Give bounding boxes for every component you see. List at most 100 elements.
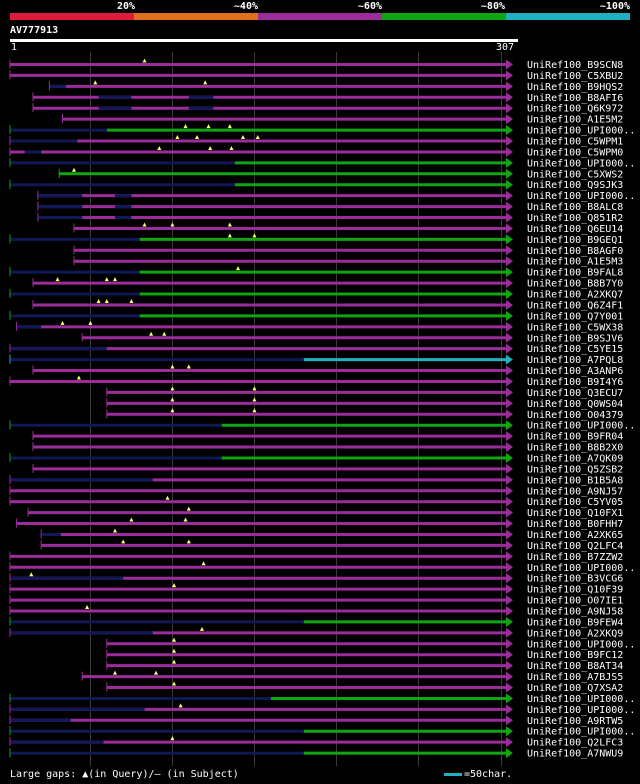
hit-row[interactable]: UniRef100_UPI000.. <box>9 703 635 716</box>
hit-row[interactable]: UniRef100_B7ZZW2 <box>9 551 623 563</box>
hit-name[interactable]: UniRef100_A1E5M3 <box>527 257 623 268</box>
hit-row[interactable]: UniRef100_C5WPM1 <box>9 135 623 148</box>
hit-name[interactable]: UniRef100_Q10FX1 <box>527 508 623 519</box>
hit-row[interactable]: UniRef100_Q6EU14 <box>73 222 623 235</box>
hit-row[interactable]: UniRef100_A7BJS5 <box>81 670 623 684</box>
hit-row[interactable]: UniRef100_B8AT34 <box>106 659 624 673</box>
hit-row[interactable]: UniRef100_A9NJ58 <box>9 605 623 618</box>
hit-name[interactable]: UniRef100_B8AT34 <box>527 661 623 672</box>
hit-name[interactable]: UniRef100_A2XKQ9 <box>527 628 623 639</box>
hit-name[interactable]: UniRef100_A9NJ57 <box>527 486 623 497</box>
hit-row[interactable]: UniRef100_Q9SJK3 <box>9 179 623 192</box>
hit-name[interactable]: UniRef100_B9I4Y6 <box>527 377 623 388</box>
hit-row[interactable]: UniRef100_B0FHH7 <box>16 517 624 531</box>
hit-name[interactable]: UniRef100_UPI000.. <box>527 727 635 738</box>
hit-row[interactable]: UniRef100_B8B2X0 <box>32 442 623 454</box>
hit-row[interactable]: UniRef100_A2XKQ7 <box>9 289 623 301</box>
hit-name[interactable]: UniRef100_B8AFI6 <box>527 93 623 104</box>
hit-name[interactable]: UniRef100_B9FAL8 <box>527 268 623 279</box>
hit-row[interactable]: UniRef100_UPI000.. <box>9 420 635 432</box>
hit-row[interactable]: UniRef100_Q10FX1 <box>27 506 623 520</box>
hit-name[interactable]: UniRef100_B8B2X0 <box>527 443 623 454</box>
hit-name[interactable]: UniRef100_Q6K972 <box>527 104 623 115</box>
hit-row[interactable]: UniRef100_B1B5A8 <box>9 474 623 487</box>
hit-name[interactable]: UniRef100_Q5ZSB2 <box>527 464 623 475</box>
hit-name[interactable]: UniRef100_B8ALC8 <box>527 202 623 213</box>
hit-row[interactable]: UniRef100_Q2LFC3 <box>9 736 623 749</box>
hit-row[interactable]: UniRef100_B8AGF0 <box>73 245 623 257</box>
hit-row[interactable]: UniRef100_UPI000.. <box>9 124 635 137</box>
hit-row[interactable]: UniRef100_Q6Z4F1 <box>32 298 623 312</box>
hit-name[interactable]: UniRef100_UPI000.. <box>527 126 635 137</box>
hit-row[interactable]: UniRef100_A2XK65 <box>40 528 623 541</box>
hit-name[interactable]: UniRef100_A7PQL8 <box>527 355 623 366</box>
hit-row[interactable]: UniRef100_A1E5M3 <box>73 256 623 268</box>
hit-name[interactable]: UniRef100_C5XBU2 <box>527 71 623 82</box>
hit-name[interactable]: UniRef100_B9FC12 <box>527 650 623 661</box>
hit-name[interactable]: UniRef100_A2XKQ7 <box>527 290 623 301</box>
hit-name[interactable]: UniRef100_B8B7Y0 <box>527 279 623 290</box>
hit-row[interactable]: UniRef100_A2XKQ9 <box>9 626 623 640</box>
hit-row[interactable]: UniRef100_UPI000.. <box>9 157 635 170</box>
hit-row[interactable]: UniRef100_A1E5M2 <box>61 114 623 126</box>
hit-row[interactable]: UniRef100_B9HQS2 <box>48 80 623 93</box>
hit-row[interactable]: UniRef100_B9FR04 <box>32 431 623 443</box>
hit-name[interactable]: UniRef100_UPI000.. <box>527 639 635 650</box>
hit-name[interactable]: UniRef100_Q6Z4F1 <box>527 300 623 311</box>
hit-row[interactable]: UniRef100_Q3ECU7 <box>106 386 624 399</box>
hit-row[interactable]: UniRef100_O07IE1 <box>9 595 623 607</box>
hit-row[interactable]: UniRef100_B8ALC8 <box>37 201 623 214</box>
hit-row[interactable]: UniRef100_A3ANP6 <box>32 364 623 378</box>
hit-name[interactable]: UniRef100_Q2LFC4 <box>527 541 623 552</box>
hit-row[interactable]: UniRef100_B9FAL8 <box>9 266 623 279</box>
hit-row[interactable]: UniRef100_B8AFI6 <box>32 92 623 104</box>
hit-row[interactable]: UniRef100_UPI000.. <box>106 637 636 651</box>
hit-row[interactable]: UniRef100_C5XBU2 <box>9 70 623 82</box>
hit-name[interactable]: UniRef100_A7BJS5 <box>527 672 623 683</box>
hit-row[interactable]: UniRef100_UPI000.. <box>9 726 635 738</box>
hit-row[interactable]: UniRef100_B3VCG6 <box>9 572 623 585</box>
hit-name[interactable]: UniRef100_C5WX38 <box>527 322 623 333</box>
hit-row[interactable]: UniRef100_Q6K972 <box>32 103 623 115</box>
hit-name[interactable]: UniRef100_A3ANP6 <box>527 366 623 377</box>
hit-name[interactable]: UniRef100_B8AGF0 <box>527 246 623 257</box>
hit-name[interactable]: UniRef100_Q7Y001 <box>527 311 623 322</box>
hit-name[interactable]: UniRef100_C5WPM1 <box>527 137 623 148</box>
hit-row[interactable]: UniRef100_A9NJ57 <box>9 485 623 498</box>
hit-row[interactable]: UniRef100_B9FEW4 <box>9 616 623 629</box>
hit-row[interactable]: UniRef100_B9FC12 <box>106 648 624 662</box>
hit-name[interactable]: UniRef100_Q6EU14 <box>527 224 623 235</box>
hit-name[interactable]: UniRef100_O07IE1 <box>527 596 623 607</box>
hit-name[interactable]: UniRef100_B9FEW4 <box>527 617 623 628</box>
hit-name[interactable]: UniRef100_A7QK09 <box>527 453 623 464</box>
hit-name[interactable]: UniRef100_B7ZZW2 <box>527 552 623 563</box>
hit-row[interactable]: UniRef100_Q7Y001 <box>9 310 623 323</box>
hit-row[interactable]: UniRef100_C5XWS2 <box>58 167 623 181</box>
hit-name[interactable]: UniRef100_UPI000.. <box>527 158 635 169</box>
hit-row[interactable]: UniRef100_Q2LFC4 <box>40 539 623 552</box>
hit-row[interactable]: UniRef100_UPI000.. <box>9 561 635 574</box>
hit-row[interactable]: UniRef100_Q0WS04 <box>106 397 624 410</box>
hit-name[interactable]: UniRef100_B3VCG6 <box>527 574 623 585</box>
hit-name[interactable]: UniRef100_A2XK65 <box>527 530 623 541</box>
hit-row[interactable]: UniRef100_O04379 <box>106 408 624 421</box>
hit-name[interactable]: UniRef100_C5WPM0 <box>527 147 623 158</box>
hit-name[interactable]: UniRef100_Q10F39 <box>527 585 623 596</box>
hit-row[interactable]: UniRef100_B9GEQ1 <box>9 233 623 246</box>
hit-name[interactable]: UniRef100_O04379 <box>527 410 623 421</box>
hit-name[interactable]: UniRef100_C5XWS2 <box>527 169 623 180</box>
hit-row[interactable]: UniRef100_B9SJV6 <box>81 331 623 345</box>
hit-name[interactable]: UniRef100_A7NWU9 <box>527 749 623 760</box>
hit-name[interactable]: UniRef100_B9SCN8 <box>527 60 623 71</box>
hit-name[interactable]: UniRef100_Q9SJK3 <box>527 180 623 191</box>
hit-name[interactable]: UniRef100_Q2LFC3 <box>527 738 623 749</box>
hit-name[interactable]: UniRef100_UPI000.. <box>527 191 635 202</box>
hit-row[interactable]: UniRef100_A7QK09 <box>9 452 623 465</box>
hit-row[interactable]: UniRef100_B8B7Y0 <box>32 277 623 290</box>
hit-row[interactable]: UniRef100_C5WPM0 <box>9 145 623 159</box>
hit-name[interactable]: UniRef100_C5YV05 <box>527 497 623 508</box>
hit-name[interactable]: UniRef100_B9FR04 <box>527 432 623 443</box>
hit-row[interactable]: UniRef100_A9RTW5 <box>9 715 623 727</box>
hit-row[interactable]: UniRef100_C5YV05 <box>9 495 623 509</box>
hit-name[interactable]: UniRef100_B9GEQ1 <box>527 235 623 246</box>
